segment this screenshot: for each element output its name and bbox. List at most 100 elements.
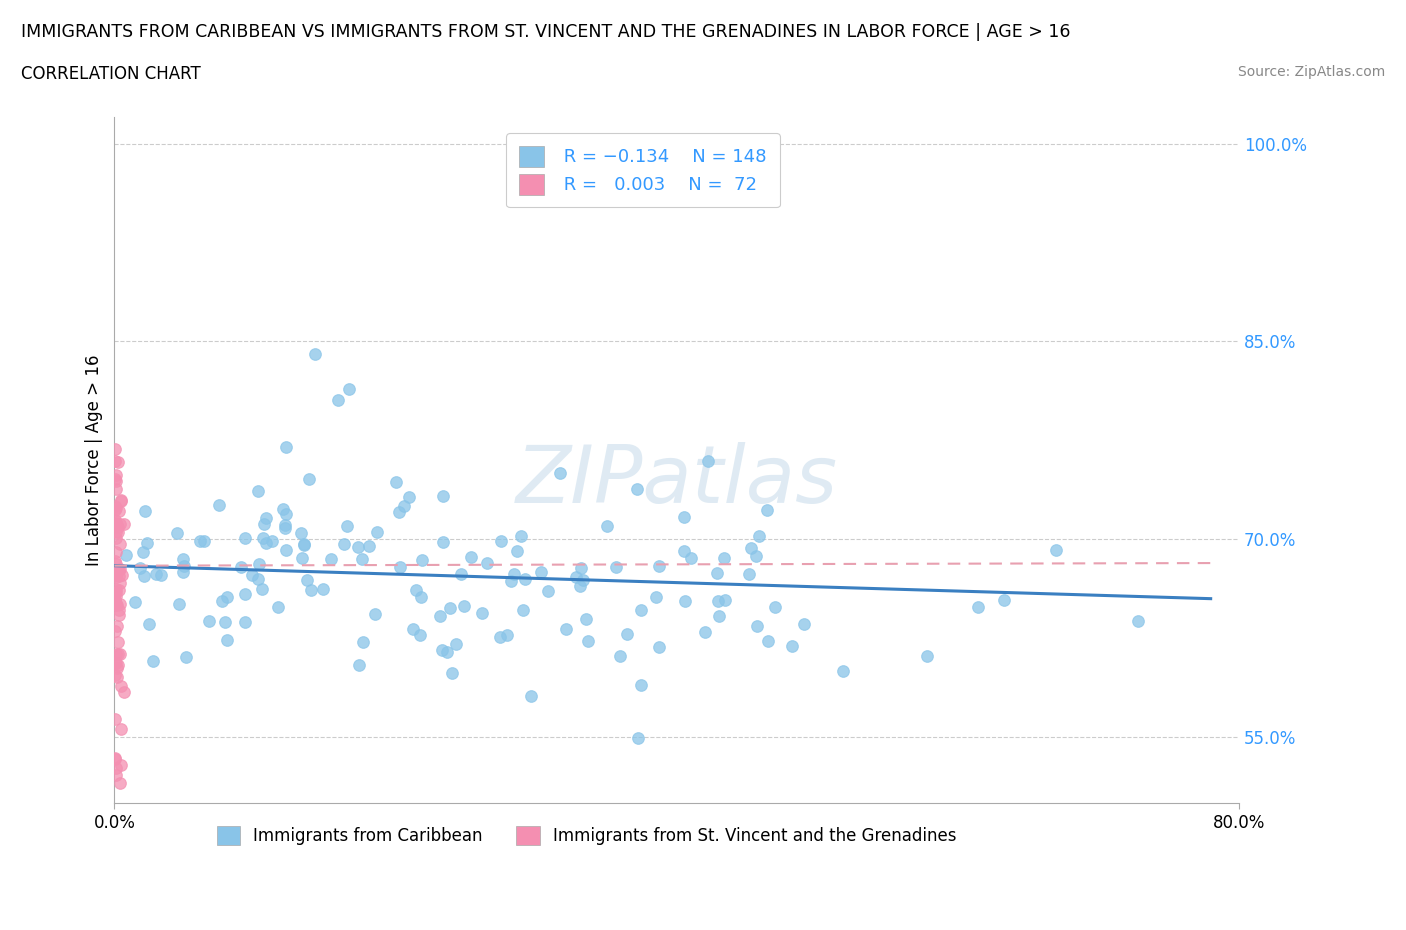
Point: [105, 589, 128, 604]
Point: [104, 498, 127, 513]
Point: [104, 655, 127, 670]
Point: [439, 601, 461, 616]
Point: [246, 571, 269, 586]
Point: [260, 534, 283, 549]
Point: [1045, 543, 1067, 558]
Point: [292, 538, 315, 552]
Point: [193, 534, 215, 549]
Point: [105, 525, 128, 539]
Point: [405, 582, 427, 597]
Point: [104, 512, 127, 527]
Point: [1126, 614, 1149, 629]
Point: [107, 519, 129, 534]
Point: [104, 585, 127, 600]
Point: [104, 472, 127, 486]
Point: [745, 549, 768, 564]
Point: [502, 566, 524, 581]
Point: [366, 525, 388, 539]
Point: [321, 551, 343, 566]
Point: [132, 568, 155, 583]
Point: [297, 472, 319, 486]
Point: [793, 616, 815, 631]
Text: IMMIGRANTS FROM CARIBBEAN VS IMMIGRANTS FROM ST. VINCENT AND THE GRENADINES IN L: IMMIGRANTS FROM CARIBBEAN VS IMMIGRANTS …: [21, 23, 1070, 41]
Point: [630, 677, 652, 692]
Point: [506, 544, 529, 559]
Point: [352, 635, 374, 650]
Point: [105, 584, 128, 599]
Text: CORRELATION CHART: CORRELATION CHART: [21, 65, 201, 83]
Point: [110, 492, 132, 507]
Point: [172, 565, 194, 580]
Point: [737, 566, 759, 581]
Point: [105, 670, 128, 684]
Point: [104, 592, 127, 607]
Point: [572, 573, 595, 588]
Point: [104, 515, 127, 530]
Point: [132, 545, 155, 560]
Point: [357, 538, 380, 553]
Point: [432, 643, 454, 658]
Point: [411, 552, 433, 567]
Point: [104, 623, 127, 638]
Point: [266, 600, 288, 615]
Point: [108, 608, 131, 623]
Point: [679, 551, 702, 565]
Point: [247, 484, 270, 498]
Point: [575, 611, 598, 626]
Point: [512, 603, 534, 618]
Point: [111, 567, 134, 582]
Point: [105, 474, 128, 489]
Point: [136, 536, 159, 551]
Point: [107, 658, 129, 673]
Point: [104, 531, 127, 546]
Point: [214, 615, 236, 630]
Point: [460, 550, 482, 565]
Point: [108, 776, 131, 790]
Point: [172, 551, 194, 566]
Point: [142, 654, 165, 669]
Point: [295, 573, 318, 588]
Point: [104, 597, 127, 612]
Point: [217, 632, 239, 647]
Point: [616, 627, 638, 642]
Point: [233, 615, 256, 630]
Point: [108, 563, 131, 578]
Point: [501, 574, 523, 589]
Point: [110, 679, 132, 694]
Point: [110, 517, 132, 532]
Point: [104, 711, 127, 726]
Point: [432, 489, 454, 504]
Point: [291, 551, 314, 565]
Point: [388, 505, 411, 520]
Point: [104, 568, 127, 583]
Point: [110, 722, 132, 737]
Point: [477, 556, 499, 571]
Point: [104, 515, 127, 530]
Point: [312, 581, 335, 596]
Point: [104, 594, 127, 609]
Point: [104, 544, 127, 559]
Point: [747, 618, 769, 633]
Point: [231, 560, 253, 575]
Point: [644, 590, 666, 604]
Point: [247, 557, 270, 572]
Point: [240, 567, 263, 582]
Point: [107, 603, 129, 618]
Point: [128, 561, 150, 576]
Point: [104, 751, 127, 766]
Point: [198, 614, 221, 629]
Point: [104, 567, 127, 582]
Point: [564, 569, 586, 584]
Point: [392, 498, 415, 513]
Point: [108, 536, 131, 551]
Point: [211, 593, 233, 608]
Point: [235, 531, 257, 546]
Point: [453, 598, 475, 613]
Point: [328, 392, 350, 407]
Point: [294, 536, 316, 551]
Point: [173, 559, 195, 574]
Point: [104, 656, 127, 671]
Point: [554, 621, 576, 636]
Point: [134, 503, 156, 518]
Point: [110, 493, 132, 508]
